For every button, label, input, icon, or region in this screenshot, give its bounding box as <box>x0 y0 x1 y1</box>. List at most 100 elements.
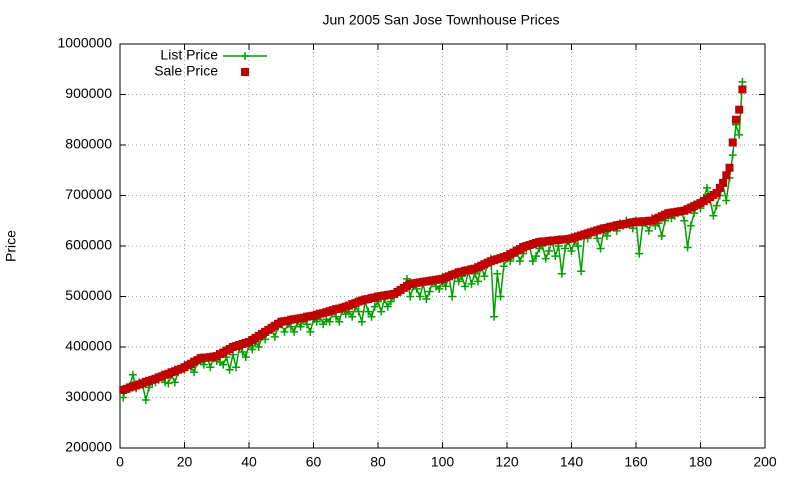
legend-label: Sale Price <box>154 63 218 79</box>
plus-marker <box>370 302 379 311</box>
plus-marker <box>357 317 366 326</box>
plus-marker <box>544 247 553 256</box>
plus-marker <box>709 211 718 220</box>
plus-marker <box>557 269 566 278</box>
plus-marker <box>515 257 524 266</box>
y-tick-label: 800000 <box>65 136 112 152</box>
plus-marker <box>415 292 424 301</box>
plus-marker <box>290 327 299 336</box>
square-marker <box>712 188 721 197</box>
y-tick-label: 700000 <box>65 186 112 202</box>
plus-marker <box>596 244 605 253</box>
plus-marker <box>206 363 215 372</box>
y-tick-label: 600000 <box>65 237 112 253</box>
x-tick-label: 120 <box>495 454 519 470</box>
plus-marker <box>573 242 582 250</box>
plus-marker <box>354 307 363 316</box>
plus-marker <box>425 287 434 296</box>
x-tick-label: 40 <box>241 454 257 470</box>
plus-marker <box>241 52 249 60</box>
plus-marker <box>238 348 247 357</box>
x-tick-label: 140 <box>560 454 584 470</box>
plus-marker <box>635 249 644 258</box>
x-tick-label: 80 <box>370 454 386 470</box>
plus-marker <box>406 292 415 301</box>
plus-marker <box>280 327 289 336</box>
plus-marker <box>422 295 431 304</box>
square-marker <box>722 171 731 180</box>
x-tick-label: 60 <box>306 454 322 470</box>
plus-marker <box>702 183 711 192</box>
x-tick-label: 200 <box>753 454 777 470</box>
plus-marker <box>577 267 586 276</box>
plus-marker <box>551 252 560 261</box>
legend-label: List Price <box>160 47 218 63</box>
plus-marker <box>528 257 537 266</box>
x-tick-label: 0 <box>116 454 124 470</box>
plus-marker <box>728 151 737 160</box>
plus-marker <box>219 360 228 369</box>
plus-marker <box>435 284 444 293</box>
plus-marker <box>493 269 502 278</box>
plus-marker <box>383 302 392 311</box>
plus-marker <box>306 327 315 336</box>
x-tick-label: 100 <box>431 454 455 470</box>
plus-marker <box>567 247 576 256</box>
plus-marker <box>480 272 489 281</box>
plus-marker <box>441 282 450 291</box>
square-marker <box>738 85 747 94</box>
y-tick-label: 400000 <box>65 338 112 354</box>
plus-marker <box>561 244 570 253</box>
plus-marker <box>738 77 747 86</box>
plus-marker <box>319 320 328 329</box>
chart-title: Jun 2005 San Jose Townhouse Prices <box>322 12 559 28</box>
plus-marker <box>296 322 305 331</box>
square-marker <box>735 105 744 114</box>
plus-marker <box>364 307 373 316</box>
square-marker <box>725 163 734 172</box>
plus-marker <box>170 378 179 387</box>
plus-marker <box>448 292 457 301</box>
plus-marker <box>325 317 334 326</box>
y-tick-label: 900000 <box>65 85 112 101</box>
plus-marker <box>735 130 744 139</box>
x-tick-label: 20 <box>177 454 193 470</box>
plus-marker <box>141 396 150 405</box>
plus-marker <box>454 277 463 286</box>
plus-marker <box>496 292 505 301</box>
plus-marker <box>348 312 357 321</box>
square-marker <box>719 178 728 187</box>
plus-marker <box>367 312 376 321</box>
plot-frame <box>119 43 766 449</box>
plus-marker <box>593 234 602 243</box>
plus-marker <box>461 282 470 291</box>
plus-marker <box>712 201 721 210</box>
plus-marker <box>119 393 128 402</box>
x-tick-label: 180 <box>689 454 713 470</box>
plus-marker <box>499 262 508 271</box>
plus-marker <box>490 312 499 321</box>
plus-marker <box>335 317 344 326</box>
y-tick-label: 300000 <box>65 388 112 404</box>
square-marker <box>715 183 724 192</box>
x-tick-label: 160 <box>624 454 648 470</box>
plus-marker <box>686 221 695 230</box>
plus-marker <box>190 368 199 377</box>
y-axis-label: Price <box>3 230 19 262</box>
square-marker <box>728 138 737 147</box>
plus-marker <box>270 332 279 341</box>
plus-marker <box>128 370 137 379</box>
y-tick-label: 1000000 <box>57 35 112 51</box>
plus-marker <box>467 279 476 288</box>
square-marker <box>731 115 740 124</box>
plus-marker <box>722 196 731 205</box>
plus-marker <box>680 216 689 225</box>
plus-marker <box>657 231 666 240</box>
plus-marker <box>473 277 482 286</box>
plus-marker <box>232 363 241 372</box>
y-tick-label: 500000 <box>65 287 112 303</box>
plus-marker <box>248 345 257 354</box>
plus-marker <box>644 226 653 235</box>
plus-marker <box>532 252 541 261</box>
